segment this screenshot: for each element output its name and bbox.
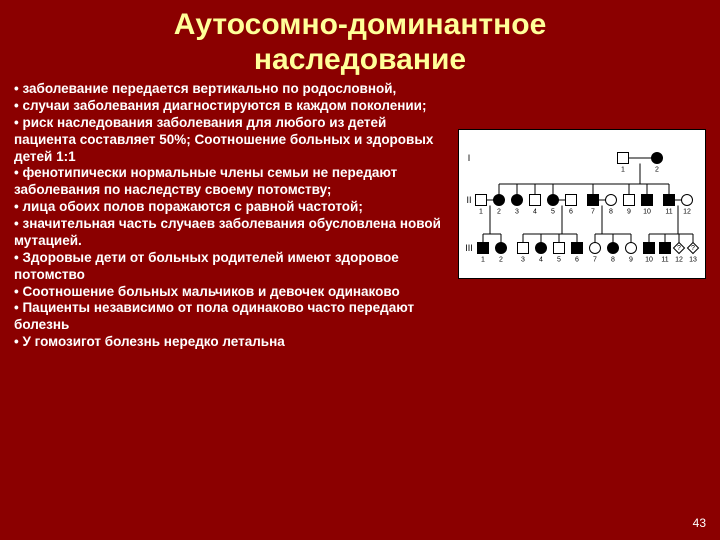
bullet-item: • значительная часть случаев заболевания…	[14, 216, 452, 250]
title-line-1: Аутосомно-доминантное	[20, 8, 700, 43]
bullet-item: • У гомозигот болезнь нередко летальна	[14, 334, 452, 351]
svg-text:10: 10	[645, 257, 653, 264]
bullet-item: • Соотношение больных мальчиков и девоче…	[14, 284, 452, 301]
svg-text:13: 13	[689, 257, 697, 264]
bullet-item: • случаи заболевания диагностируются в к…	[14, 98, 452, 115]
svg-text:2: 2	[497, 209, 501, 216]
pedigree-chart: I12II123456789101112III1234567891011?12?…	[458, 129, 706, 279]
svg-text:5: 5	[551, 209, 555, 216]
svg-text:1: 1	[621, 167, 625, 174]
bullet-list: • заболевание передается вертикально по …	[14, 81, 458, 351]
svg-text:2: 2	[499, 257, 503, 264]
bullet-item: • фенотипически нормальные члены семьи н…	[14, 165, 452, 199]
svg-text:9: 9	[627, 209, 631, 216]
svg-text:12: 12	[675, 257, 683, 264]
svg-text:12: 12	[683, 209, 691, 216]
svg-text:9: 9	[629, 257, 633, 264]
svg-text:10: 10	[643, 209, 651, 216]
svg-text:8: 8	[611, 257, 615, 264]
svg-text:7: 7	[591, 209, 595, 216]
svg-text:1: 1	[481, 257, 485, 264]
svg-text:?: ?	[677, 245, 681, 252]
svg-text:III: III	[465, 243, 473, 253]
content-wrap: • заболевание передается вертикально по …	[0, 81, 720, 351]
pedigree-wrap: I12II123456789101112III1234567891011?12?…	[458, 129, 706, 351]
svg-text:4: 4	[533, 209, 537, 216]
svg-text:8: 8	[609, 209, 613, 216]
svg-text:6: 6	[569, 209, 573, 216]
bullet-item: • Здоровые дети от больных родителей име…	[14, 250, 452, 284]
svg-text:7: 7	[593, 257, 597, 264]
svg-text:1: 1	[479, 209, 483, 216]
svg-text:11: 11	[661, 257, 668, 264]
svg-text:5: 5	[557, 257, 561, 264]
svg-text:II: II	[466, 195, 471, 205]
svg-text:3: 3	[515, 209, 519, 216]
page-number: 43	[693, 516, 706, 530]
bullet-item: • Пациенты независимо от пола одинаково …	[14, 300, 452, 334]
svg-text:6: 6	[575, 257, 579, 264]
svg-text:3: 3	[521, 257, 525, 264]
bullet-item: • риск наследования заболевания для любо…	[14, 115, 452, 166]
svg-text:2: 2	[655, 167, 659, 174]
svg-text:?: ?	[691, 245, 695, 252]
bullet-item: • лица обоих полов поражаются с равной ч…	[14, 199, 452, 216]
bullet-item: • заболевание передается вертикально по …	[14, 81, 452, 98]
title-line-2: наследование	[20, 43, 700, 78]
svg-text:I: I	[468, 153, 471, 163]
svg-text:11: 11	[665, 209, 672, 216]
svg-text:4: 4	[539, 257, 543, 264]
slide-title: Аутосомно-доминантное наследование	[0, 0, 720, 81]
